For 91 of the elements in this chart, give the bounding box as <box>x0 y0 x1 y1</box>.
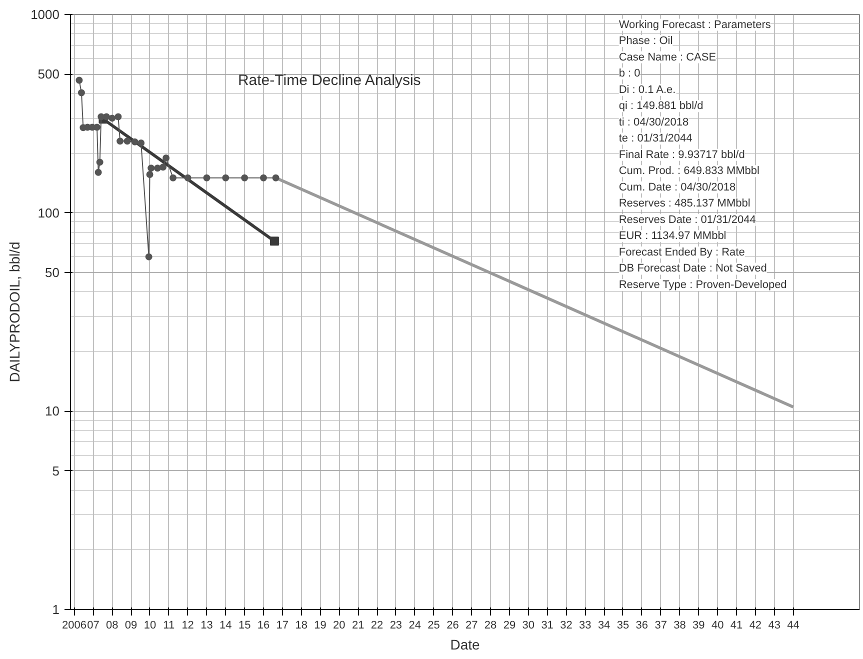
x-tick-label: 32 <box>560 620 572 632</box>
x-tick-label: 15 <box>238 620 251 632</box>
point <box>131 138 138 146</box>
x-tick-label: 18 <box>295 620 308 632</box>
point <box>184 174 192 182</box>
x-tick-label: 27 <box>466 620 478 632</box>
x-tick-label: 40 <box>711 620 724 632</box>
annotation: Cum. Prod. : 649.833 MMbbl <box>618 165 760 178</box>
x-tick-label: 12 <box>182 620 194 632</box>
point <box>102 113 110 120</box>
point <box>96 158 104 166</box>
y-tick-label: 1000 <box>30 7 60 22</box>
point <box>138 139 145 146</box>
annotation: Forecast Ended By : Rate <box>618 246 745 258</box>
x-tick-label: 44 <box>787 620 800 632</box>
x-tick-label: 07 <box>87 620 100 632</box>
y-tick-label: 5 <box>52 463 60 478</box>
y-tick-label: 10 <box>45 404 60 419</box>
x-tick-label: 36 <box>636 620 648 632</box>
y-axis-title: DAILYPRODOIL, bbl/d <box>6 242 23 382</box>
point <box>170 174 177 182</box>
point <box>272 174 280 182</box>
point <box>116 138 124 145</box>
x-tick-label: 24 <box>408 620 421 632</box>
annotation: Reserve Type : Proven-Developed <box>618 278 787 291</box>
x-tick-label: 31 <box>541 620 554 632</box>
point <box>78 89 85 96</box>
annotation: DB Forecast Date : Not Saved <box>618 262 767 275</box>
x-tick-label: 09 <box>124 620 138 632</box>
point <box>114 113 122 120</box>
x-tick-label: 42 <box>749 620 762 632</box>
x-tick-label: 23 <box>390 620 402 632</box>
point <box>145 253 152 260</box>
annotation: Working Forecast : Parameters <box>618 18 772 31</box>
x-tick-label: 30 <box>522 620 535 632</box>
x-tick-label: 11 <box>163 620 175 632</box>
x-tick-label: 08 <box>106 620 118 632</box>
x-tick-label: 34 <box>598 620 610 632</box>
y-tick-label: 100 <box>38 205 60 220</box>
x-tick-label: 29 <box>503 620 516 632</box>
x-tick-label: 17 <box>276 620 289 632</box>
annotation: te : 01/31/2044 <box>618 132 692 145</box>
x-tick-label: 22 <box>370 620 384 632</box>
point <box>222 174 230 182</box>
x-tick-label: 26 <box>446 620 459 632</box>
x-tick-label: 16 <box>257 620 270 632</box>
y-tick-label: 1 <box>52 602 60 617</box>
point <box>160 164 167 171</box>
x-tick-label: 14 <box>220 620 232 632</box>
x-tick-label: 33 <box>579 620 592 632</box>
x-tick-label: 25 <box>428 620 440 632</box>
point <box>162 154 170 162</box>
annotation: Reserves Date : 01/31/2044 <box>618 214 756 226</box>
annotation: Case Name : CASE <box>618 51 716 64</box>
x-tick-label: 43 <box>768 620 780 632</box>
x-tick-label: 28 <box>484 620 497 632</box>
point <box>154 164 162 172</box>
annotation: Cum. Date : 04/30/2018 <box>618 181 736 194</box>
x-axis-title: Date <box>450 636 480 652</box>
x-tick-label: 35 <box>616 620 630 632</box>
x-tick-label: 39 <box>692 620 705 632</box>
annotation: EUR : 1134.97 MMbbl <box>618 230 726 242</box>
point <box>203 174 210 182</box>
y-tick-label: 500 <box>38 66 60 82</box>
x-tick-label: 10 <box>144 620 156 632</box>
x-tick-label: 13 <box>200 620 213 632</box>
x-tick-label: 41 <box>730 620 743 632</box>
point <box>108 114 116 122</box>
text: Rate-Time Decline Analysis <box>238 72 421 90</box>
x-tick-label: 20 <box>333 620 346 632</box>
annotation: ti : 04/30/2018 <box>618 116 689 128</box>
x-tick-label: 21 <box>352 620 364 632</box>
annotation: qi : 149.881 bbl/d <box>618 100 704 112</box>
point <box>94 168 102 176</box>
x-tick-label: 2006 <box>62 620 87 632</box>
annotation: Reserves : 485.137 MMbbl <box>618 198 750 210</box>
annotation: b : 0 <box>618 68 640 80</box>
x-tick-label: 37 <box>654 620 667 632</box>
point <box>124 138 131 145</box>
annotation: Di : 0.1 A.e. <box>618 84 676 96</box>
point <box>148 164 155 172</box>
annotation: Final Rate : 9.93717 bbl/d <box>618 148 745 161</box>
point <box>241 174 248 182</box>
point <box>260 174 267 182</box>
x-tick-label: 19 <box>314 620 326 632</box>
point <box>270 236 279 246</box>
point <box>146 171 154 178</box>
y-tick-label: 50 <box>45 265 60 280</box>
x-tick-label: 38 <box>674 620 686 632</box>
point <box>76 76 83 84</box>
annotation: Phase : Oil <box>618 35 673 48</box>
